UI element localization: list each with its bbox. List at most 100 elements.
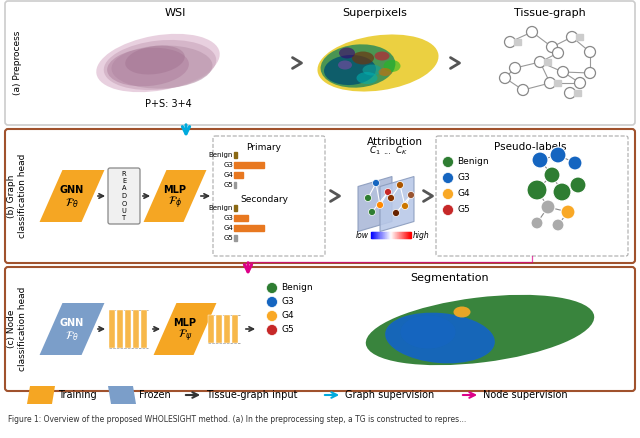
Text: MLP: MLP: [163, 185, 186, 195]
Bar: [109, 310, 115, 348]
Text: P+S: 3+4: P+S: 3+4: [145, 99, 191, 109]
FancyBboxPatch shape: [5, 267, 635, 391]
Ellipse shape: [454, 307, 470, 318]
Polygon shape: [27, 386, 55, 404]
Text: $\mathcal{F}_{\phi}$: $\mathcal{F}_{\phi}$: [168, 195, 182, 211]
Circle shape: [266, 283, 278, 293]
Text: $\mathcal{F}_{\theta}$: $\mathcal{F}_{\theta}$: [65, 196, 79, 210]
Bar: [234, 182, 236, 188]
FancyBboxPatch shape: [108, 168, 140, 224]
Circle shape: [561, 205, 575, 219]
Bar: [117, 310, 123, 348]
Ellipse shape: [321, 44, 396, 88]
Polygon shape: [40, 170, 104, 222]
Circle shape: [553, 183, 571, 201]
FancyBboxPatch shape: [213, 136, 325, 256]
Text: (c) Node
classification head: (c) Node classification head: [7, 287, 27, 371]
Ellipse shape: [104, 40, 216, 90]
Bar: [234, 215, 248, 221]
Text: G5: G5: [223, 182, 233, 188]
Text: Benign: Benign: [457, 158, 488, 166]
Text: Training: Training: [58, 390, 97, 400]
Circle shape: [534, 57, 545, 67]
Text: high: high: [413, 230, 429, 240]
Text: GNN: GNN: [60, 318, 84, 328]
Polygon shape: [154, 303, 216, 355]
Text: Tissue-graph: Tissue-graph: [514, 8, 586, 18]
FancyBboxPatch shape: [436, 136, 628, 256]
Text: Node supervision: Node supervision: [483, 390, 568, 400]
Text: Superpixels: Superpixels: [342, 8, 408, 18]
Bar: [554, 80, 561, 86]
Circle shape: [385, 188, 392, 195]
Text: G3: G3: [457, 173, 470, 183]
Bar: [224, 315, 230, 343]
Circle shape: [527, 27, 538, 38]
Text: G3: G3: [223, 215, 233, 221]
Text: $\mathcal{F}_{\theta}$: $\mathcal{F}_{\theta}$: [65, 329, 79, 343]
Circle shape: [408, 191, 415, 198]
Text: ...: ...: [383, 146, 391, 155]
Text: G3: G3: [223, 162, 233, 168]
Circle shape: [545, 78, 556, 88]
Circle shape: [504, 36, 515, 47]
Text: Figure 1: Overview of the proposed WHOLESIGHT method. (a) In the preprocessing s: Figure 1: Overview of the proposed WHOLE…: [8, 416, 467, 424]
Text: $\mathcal{F}_{\psi}$: $\mathcal{F}_{\psi}$: [178, 328, 192, 344]
Text: $C_1$: $C_1$: [369, 145, 381, 157]
Ellipse shape: [339, 47, 355, 59]
Polygon shape: [358, 177, 392, 232]
Ellipse shape: [125, 46, 185, 74]
Circle shape: [527, 180, 547, 200]
Text: Benign: Benign: [209, 205, 233, 211]
Circle shape: [575, 78, 586, 88]
Circle shape: [570, 177, 586, 193]
Text: Frozen: Frozen: [139, 390, 171, 400]
Text: R
E
A
D
O
U
T: R E A D O U T: [122, 170, 127, 222]
Ellipse shape: [111, 46, 212, 88]
Bar: [232, 315, 238, 343]
Circle shape: [557, 67, 568, 78]
Text: G4: G4: [223, 225, 233, 231]
Circle shape: [544, 167, 560, 183]
Bar: [125, 310, 131, 348]
Text: Primary: Primary: [246, 142, 282, 152]
Circle shape: [518, 85, 529, 95]
Circle shape: [372, 180, 380, 187]
FancyBboxPatch shape: [5, 129, 635, 263]
Circle shape: [509, 63, 520, 74]
Circle shape: [547, 42, 557, 53]
Polygon shape: [380, 177, 414, 232]
Circle shape: [499, 73, 511, 84]
Circle shape: [552, 219, 564, 231]
Bar: [234, 162, 264, 168]
Circle shape: [387, 194, 394, 201]
Circle shape: [376, 201, 383, 208]
Text: (a) Preprocess: (a) Preprocess: [13, 31, 22, 95]
Text: Attribution: Attribution: [367, 137, 423, 147]
Text: Secondary: Secondary: [240, 195, 288, 205]
Text: Pseudo-labels: Pseudo-labels: [493, 142, 566, 152]
Ellipse shape: [362, 64, 381, 75]
Ellipse shape: [317, 35, 438, 92]
Polygon shape: [40, 303, 104, 355]
Ellipse shape: [107, 48, 189, 86]
Ellipse shape: [385, 313, 495, 364]
Bar: [514, 39, 521, 45]
Ellipse shape: [401, 315, 456, 349]
Circle shape: [397, 181, 403, 188]
Bar: [234, 235, 237, 241]
Polygon shape: [108, 386, 136, 404]
Circle shape: [584, 46, 595, 57]
Text: (b) Graph
classification head: (b) Graph classification head: [7, 154, 27, 238]
Bar: [234, 225, 264, 231]
Ellipse shape: [324, 55, 376, 85]
Circle shape: [266, 325, 278, 336]
Text: Benign: Benign: [209, 152, 233, 158]
Circle shape: [442, 156, 454, 167]
Text: low: low: [356, 230, 369, 240]
Bar: [216, 315, 222, 343]
Text: G5: G5: [457, 205, 470, 215]
Text: Tissue-graph input: Tissue-graph input: [206, 390, 298, 400]
Circle shape: [365, 194, 371, 201]
Text: G3: G3: [281, 297, 294, 307]
